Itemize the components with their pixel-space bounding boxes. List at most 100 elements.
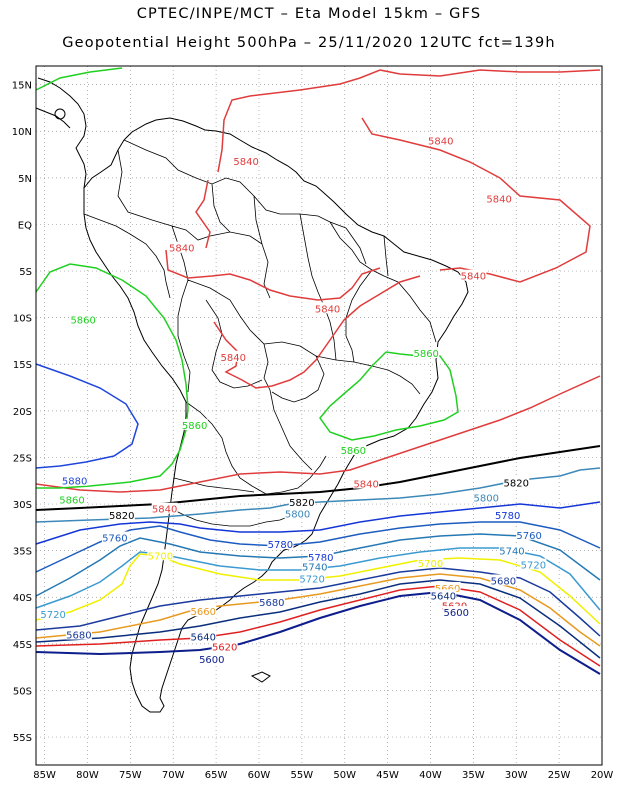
contour-label-bg [267, 538, 294, 550]
lon-tick-label: 70W [162, 770, 185, 781]
contour-5860-main [35, 263, 189, 489]
contour-label-5600: 5600 [443, 608, 468, 619]
contour-label-bg [40, 608, 67, 620]
contour-label-5740: 5740 [302, 562, 327, 573]
lon-tick-label: 50W [333, 770, 356, 781]
contour-label-5880: 5880 [62, 477, 87, 488]
contour-label-5820: 5820 [289, 498, 314, 509]
contour-label-bg [65, 628, 92, 640]
contour-label-bg [340, 443, 367, 455]
lat-tick-label: 5S [19, 267, 32, 278]
lat-tick-label: 30S [13, 500, 32, 511]
lat-tick-label: 20S [13, 407, 32, 418]
contour-5860-east [319, 351, 459, 441]
lon-tick-label: 35W [462, 770, 485, 781]
contour-label-5860: 5860 [59, 495, 84, 506]
contour-label-bg [168, 241, 195, 253]
contour-label-bg [70, 313, 97, 325]
contour-label-bg [288, 496, 315, 508]
contour-label-bg [190, 605, 217, 617]
contour-label-bg [233, 155, 260, 167]
lon-tick-label: 20W [591, 770, 614, 781]
contour-label-bg [147, 549, 174, 561]
contour-label-5640: 5640 [191, 632, 216, 643]
lon-tick-label: 40W [419, 770, 442, 781]
contour-label-5680: 5680 [491, 576, 516, 587]
contour-label-bg [427, 134, 454, 146]
south-america-coast [83, 117, 469, 713]
contour-5680 [35, 567, 601, 637]
contour-label-bg [516, 528, 543, 540]
contour-label-5680: 5680 [66, 631, 91, 642]
lat-tick-label: 55S [13, 733, 32, 744]
contour-label-5800: 5800 [474, 494, 499, 505]
contour-5880 [35, 363, 139, 469]
island [54, 108, 66, 120]
lat-tick-label: 25S [13, 453, 32, 464]
contour-5800 [35, 467, 601, 523]
contour-label-5600: 5600 [199, 655, 224, 666]
contour-label-5640: 5640 [431, 591, 456, 602]
lon-tick-label: 60W [248, 770, 271, 781]
contour-5640 [35, 579, 601, 659]
contour-label-bg [220, 350, 247, 362]
contour-label-5840: 5840 [461, 272, 486, 283]
contour-label-5860: 5860 [70, 316, 95, 327]
contour-5860-north [35, 67, 123, 91]
contour-label-5840: 5840 [169, 244, 194, 255]
lat-tick-label: 50S [13, 686, 32, 697]
contour-label-5780: 5780 [268, 540, 293, 551]
contour-5840-northeast [361, 117, 591, 283]
contour-5840-west [195, 179, 211, 249]
contour-label-bg [503, 476, 530, 488]
coastlines-borders [35, 77, 469, 713]
contour-label-bg [108, 509, 135, 521]
lat-tick-label: 10N [12, 127, 32, 138]
lon-tick-label: 30W [505, 770, 528, 781]
contour-label-bg [211, 640, 238, 652]
contour-5840-central [165, 249, 381, 301]
contour-label-5700: 5700 [418, 559, 443, 570]
lat-tick-label: 15S [13, 360, 32, 371]
contour-label-bg [258, 595, 285, 607]
lon-tick-label: 55W [291, 770, 314, 781]
country-borders [83, 139, 437, 527]
lon-tick-label: 75W [119, 770, 142, 781]
contour-label-bg [441, 599, 468, 611]
falkland-islands [250, 671, 271, 683]
contour-label-bg [520, 558, 547, 570]
contour-label-5840: 5840 [315, 304, 340, 315]
map-frame [35, 65, 603, 766]
contour-5660 [35, 573, 601, 647]
contour-label-5720: 5720 [299, 575, 324, 586]
axis-tick-labels: 15N 10N 5N EQ 5S 10S 15S 20S 25S 30S 35S 40S 45S 50S 5… [12, 81, 614, 781]
contour-label-bg [443, 606, 470, 618]
lon-tick-label: 65W [205, 770, 228, 781]
contour-label-5840: 5840 [353, 480, 378, 491]
contour-label-bg [473, 491, 500, 503]
lon-tick-label: 25W [548, 770, 571, 781]
contour-5840-north [217, 69, 601, 173]
contour-label-5700: 5700 [148, 551, 173, 562]
contour-label-bg [413, 347, 440, 359]
contour-5700 [35, 553, 601, 625]
contour-label-bg [299, 572, 326, 584]
contour-label-bg [434, 581, 461, 593]
map-title-line1: CPTEC/INPE/MCT – Eta Model 15km – GFS [136, 6, 482, 22]
lat-tick-label: 5N [18, 174, 32, 185]
contour-label-5760: 5760 [516, 531, 541, 542]
contour-label-bg [417, 556, 444, 568]
contour-label-bg [101, 531, 128, 543]
contour-label-5820: 5820 [109, 511, 134, 522]
lon-tick-label: 45W [376, 770, 399, 781]
contour-label-5860: 5860 [341, 446, 366, 457]
contour-label-bg [486, 192, 513, 204]
caribbean-coast [35, 107, 71, 129]
contour-label-bg [301, 560, 328, 572]
contour-label-5800: 5800 [285, 509, 310, 520]
contour-label-bg [198, 652, 225, 664]
contour-label-5840: 5840 [152, 505, 177, 516]
contour-label-5720: 5720 [40, 610, 65, 621]
lon-tick-label: 85W [33, 770, 56, 781]
